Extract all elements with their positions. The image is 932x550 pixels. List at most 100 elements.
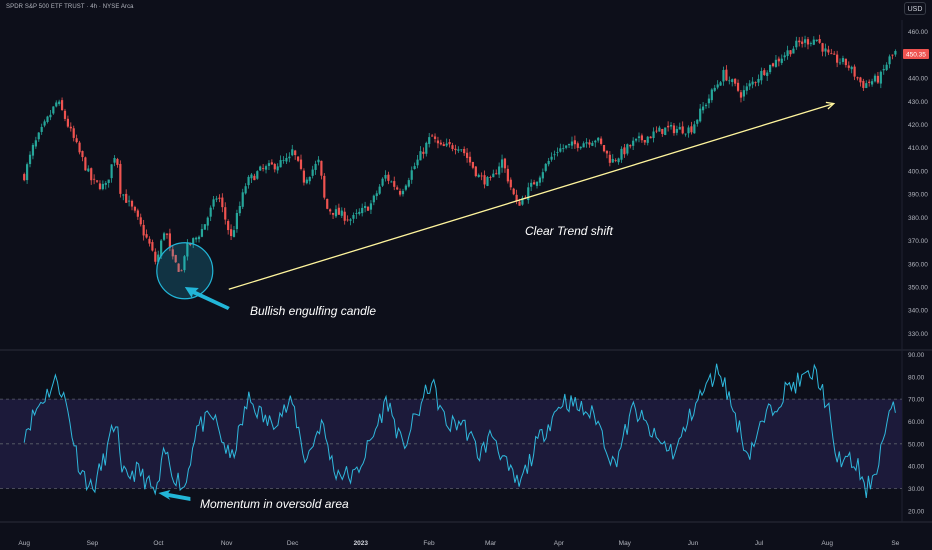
- candle-body: [556, 152, 559, 153]
- candle-body: [643, 139, 646, 143]
- candle-body: [559, 148, 562, 152]
- candle-body: [655, 130, 658, 132]
- rsi-line: [23, 363, 896, 498]
- candle-body: [809, 43, 813, 44]
- price-tick-label: 350.00: [908, 284, 928, 291]
- candle-body: [244, 186, 247, 194]
- candle-body: [567, 143, 571, 146]
- candle-body: [518, 201, 521, 206]
- candle-body: [780, 58, 783, 63]
- candle-body: [646, 136, 649, 143]
- candle-body: [562, 148, 565, 150]
- candle-body: [783, 55, 786, 58]
- candle-body: [349, 219, 352, 221]
- candle-body: [634, 138, 638, 141]
- candle-body: [378, 186, 381, 194]
- candle-body: [742, 90, 745, 97]
- candle-body: [60, 100, 64, 111]
- candle-body: [404, 185, 407, 190]
- candle-body: [375, 193, 378, 197]
- candle-body: [769, 64, 772, 73]
- candle-body: [870, 81, 874, 85]
- candle-body: [468, 156, 472, 163]
- candle-body: [480, 175, 483, 177]
- time-tick-label: Aug: [821, 540, 833, 547]
- candle-body: [789, 50, 792, 55]
- candle-body: [847, 65, 850, 68]
- candle-body: [393, 181, 396, 187]
- candle-body: [687, 127, 690, 134]
- candle-body: [495, 173, 498, 175]
- candle-body: [364, 205, 367, 209]
- candle-body: [398, 190, 402, 195]
- candle-body: [162, 233, 166, 240]
- candle-body: [506, 168, 509, 182]
- candle-body: [701, 106, 705, 111]
- candle-body: [334, 209, 338, 217]
- candle-body: [95, 180, 99, 182]
- candle-body: [401, 190, 405, 195]
- candle-body: [410, 170, 413, 180]
- candle-body: [209, 207, 212, 217]
- trend-arrowhead: [825, 101, 836, 110]
- time-tick-label: 2023: [354, 540, 369, 547]
- candle-body: [416, 159, 419, 166]
- currency-button[interactable]: USD: [904, 2, 926, 15]
- candle-body: [189, 242, 192, 245]
- candle-body: [637, 136, 641, 139]
- time-tick-label: Jun: [688, 540, 699, 547]
- candle-body: [611, 158, 614, 163]
- engulfing-label: Bullish engulfing candle: [250, 304, 376, 318]
- candle-body: [157, 254, 160, 262]
- candle-body: [457, 149, 460, 151]
- candle-body: [346, 219, 349, 221]
- candle-body: [486, 176, 489, 186]
- candle-body: [605, 150, 609, 154]
- time-tick-label: Dec: [287, 540, 299, 547]
- candle-body: [579, 146, 582, 149]
- candle-body: [553, 154, 556, 156]
- candle-body: [547, 160, 550, 165]
- candle-body: [879, 71, 882, 84]
- candle-body: [530, 182, 533, 187]
- candle-body: [302, 170, 306, 183]
- candle-body: [541, 172, 544, 179]
- candle-body: [815, 39, 818, 41]
- candle-body: [425, 142, 428, 154]
- candle-body: [326, 198, 329, 209]
- time-tick-label: Nov: [221, 540, 233, 547]
- candle-body: [600, 138, 603, 144]
- candle-body: [535, 181, 539, 186]
- candle-body: [294, 150, 297, 156]
- candle-body: [585, 142, 588, 144]
- time-tick-label: Aug: [18, 540, 30, 547]
- candle-body: [200, 229, 204, 237]
- candle-body: [218, 197, 221, 199]
- candle-body: [276, 166, 279, 171]
- candle-body: [93, 178, 96, 180]
- candle-body: [148, 238, 151, 244]
- candle-body: [509, 179, 512, 188]
- candle-body: [229, 229, 233, 237]
- candle-body: [448, 141, 451, 145]
- candle-body: [503, 158, 507, 169]
- candle-body: [710, 89, 713, 101]
- price-tick-label: 410.00: [908, 145, 928, 152]
- time-tick-label: Mar: [485, 540, 497, 547]
- candle-body: [512, 188, 515, 195]
- rsi-tick-label: 80.00: [908, 374, 925, 381]
- candle-body: [500, 159, 504, 168]
- candle-body: [119, 163, 122, 194]
- candle-body: [355, 213, 358, 214]
- candle-body: [588, 142, 591, 145]
- candle-body: [608, 154, 611, 163]
- time-tick-label: Oct: [153, 540, 163, 547]
- candle-body: [390, 181, 393, 183]
- candle-body: [180, 270, 183, 272]
- candle-body: [678, 127, 681, 130]
- time-tick-label: Apr: [554, 540, 565, 547]
- candle-body: [262, 168, 265, 169]
- rsi-tick-label: 90.00: [908, 352, 925, 359]
- candle-body: [538, 177, 542, 183]
